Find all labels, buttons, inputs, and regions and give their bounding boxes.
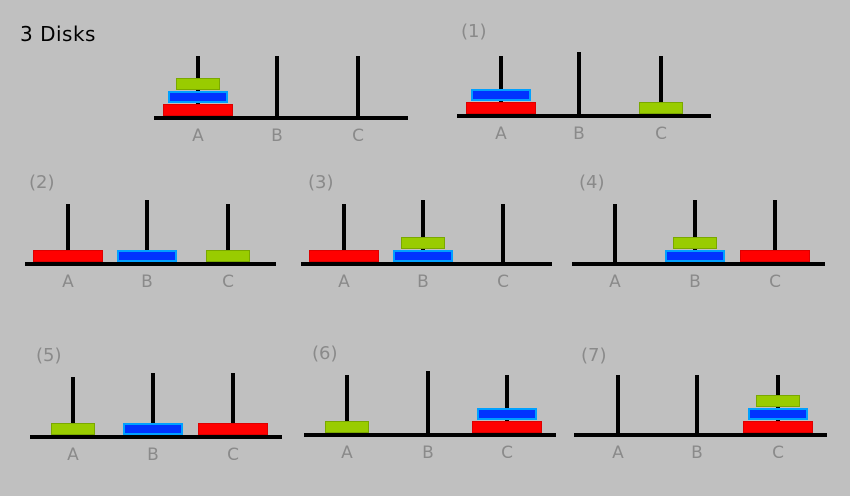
peg-a (613, 204, 617, 262)
peg-a (71, 377, 75, 435)
peg-label: C (352, 126, 364, 146)
peg-a (616, 375, 620, 433)
step-label: (4) (579, 172, 605, 193)
peg-b (695, 375, 699, 433)
base-line (30, 435, 282, 439)
peg-label: C (501, 443, 513, 463)
peg-a (342, 204, 346, 262)
peg-label: B (417, 272, 429, 292)
disk-medium (477, 408, 537, 420)
peg-b (421, 200, 425, 262)
peg-b (693, 200, 697, 262)
diagram-title: 3 Disks (20, 22, 96, 46)
peg-b (577, 52, 581, 114)
peg-label: C (222, 272, 234, 292)
disk-large (466, 102, 536, 114)
peg-label: C (655, 124, 667, 144)
peg-label: A (192, 126, 204, 146)
peg-label: A (338, 272, 350, 292)
peg-c (505, 375, 509, 433)
peg-label: B (422, 443, 434, 463)
peg-b (275, 56, 279, 116)
disk-small (756, 395, 800, 407)
peg-c (356, 56, 360, 116)
peg-c (226, 204, 230, 262)
disk-large (309, 250, 379, 262)
disk-medium (393, 250, 453, 262)
peg-label: B (271, 126, 283, 146)
peg-label: A (62, 272, 74, 292)
peg-c (231, 373, 235, 435)
peg-c (773, 200, 777, 262)
disk-medium (117, 250, 177, 262)
disk-small (176, 78, 220, 90)
peg-label: A (67, 445, 79, 465)
disk-large (740, 250, 810, 262)
disk-medium (123, 423, 183, 435)
base-line (457, 114, 711, 118)
peg-label: A (612, 443, 624, 463)
disk-large (743, 421, 813, 433)
peg-label: C (772, 443, 784, 463)
peg-b (145, 200, 149, 262)
disk-medium (665, 250, 725, 262)
base-line (301, 262, 552, 266)
peg-label: B (147, 445, 159, 465)
step-label: (5) (36, 345, 62, 366)
peg-label: C (227, 445, 239, 465)
disk-medium (748, 408, 808, 420)
disk-medium (168, 91, 228, 103)
peg-label: B (689, 272, 701, 292)
peg-label: B (573, 124, 585, 144)
base-line (304, 433, 556, 437)
disk-medium (471, 89, 531, 101)
peg-label: C (769, 272, 781, 292)
disk-small (206, 250, 250, 262)
step-label: (7) (581, 345, 607, 366)
peg-label: A (341, 443, 353, 463)
base-line (574, 433, 827, 437)
peg-label: C (497, 272, 509, 292)
peg-label: A (609, 272, 621, 292)
base-line (25, 262, 276, 266)
disk-large (198, 423, 268, 435)
disk-small (673, 237, 717, 249)
disk-small (51, 423, 95, 435)
disk-large (472, 421, 542, 433)
base-line (154, 116, 408, 120)
disk-small (325, 421, 369, 433)
disk-large (163, 104, 233, 116)
peg-label: B (141, 272, 153, 292)
peg-label: A (495, 124, 507, 144)
disk-large (33, 250, 103, 262)
disk-small (401, 237, 445, 249)
peg-a (499, 56, 503, 114)
peg-label: B (691, 443, 703, 463)
step-label: (3) (308, 172, 334, 193)
peg-b (151, 373, 155, 435)
disk-small (639, 102, 683, 114)
step-label: (1) (461, 21, 487, 42)
peg-b (426, 371, 430, 433)
peg-a (66, 204, 70, 262)
step-label: (2) (29, 172, 55, 193)
base-line (572, 262, 825, 266)
peg-c (659, 56, 663, 114)
step-label: (6) (312, 343, 338, 364)
peg-c (501, 204, 505, 262)
peg-a (345, 375, 349, 433)
